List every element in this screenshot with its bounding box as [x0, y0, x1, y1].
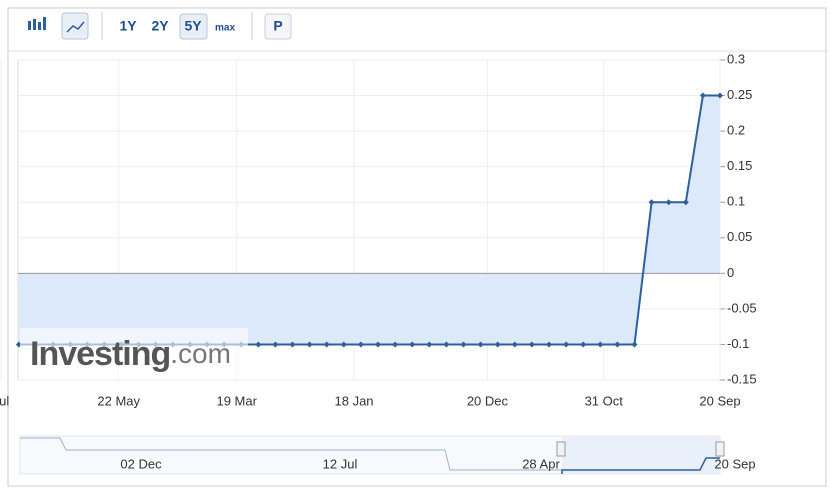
range-button[interactable]: 5Y	[184, 18, 202, 34]
x-tick-label: 22 May	[97, 393, 140, 408]
plot: -0.15 -0.1 -0.05 0 0.05 0.1 0.15 0.2 0.25 0.3 Jul 2…	[0, 51, 757, 408]
point	[323, 341, 330, 348]
navigator-label: 12 Jul	[323, 456, 358, 471]
navigator-line-active	[561, 457, 720, 474]
range-button[interactable]: 2Y	[151, 18, 169, 34]
y-tick-label: 0.05	[727, 229, 752, 244]
navigator-handle[interactable]	[556, 441, 566, 457]
x-tick-label: 20 Dec	[467, 393, 509, 408]
y-tick-label: 0.3	[727, 51, 745, 66]
bar-icon	[43, 17, 46, 30]
point	[477, 341, 484, 348]
bar-icon	[33, 19, 36, 30]
point	[614, 341, 621, 348]
navigator-label: 28 Apr	[522, 456, 560, 471]
point	[392, 341, 399, 348]
point	[426, 341, 433, 348]
point	[340, 341, 347, 348]
line-icon-button[interactable]	[61, 12, 89, 40]
point	[631, 341, 638, 348]
point	[289, 341, 296, 348]
x-tick-label: 19 Mar	[216, 393, 257, 408]
watermark: Investing.com	[30, 335, 231, 373]
point	[580, 341, 587, 348]
watermark-suffix: .com	[170, 338, 231, 369]
active-button-bg	[179, 13, 208, 40]
point	[511, 341, 518, 348]
x-tick-label: 20 Sep	[699, 393, 740, 408]
point	[255, 341, 262, 348]
x-tick-label: Jul	[0, 393, 9, 408]
y-tick-label: 0	[727, 265, 734, 280]
point	[563, 341, 570, 348]
bar-icon[interactable]	[28, 21, 31, 30]
point	[357, 341, 364, 348]
y-tick-label: -0.05	[727, 300, 757, 315]
point	[648, 199, 655, 206]
point	[699, 92, 706, 99]
point	[717, 92, 723, 99]
point	[528, 341, 535, 348]
area	[18, 95, 720, 345]
point	[597, 341, 604, 348]
y-tick-label: 0.25	[727, 87, 752, 102]
point	[443, 341, 450, 348]
navigator-label: 02 Dec	[120, 456, 162, 471]
x-tick-label: 18 Jan	[335, 393, 374, 408]
watermark-bg	[20, 328, 248, 378]
navigator-label: 20 Sep	[714, 456, 755, 471]
y-tick-label: 0.1	[727, 194, 745, 209]
point	[494, 341, 501, 348]
navigator: 02 Dec 12 Jul 28 Apr 20 Sep	[19, 435, 756, 475]
point	[545, 341, 552, 348]
navigator-handle[interactable]	[715, 441, 725, 457]
bar-icon	[38, 22, 41, 30]
point	[460, 341, 467, 348]
range-button[interactable]: max	[215, 23, 235, 34]
y-tick-label: 0.15	[727, 158, 752, 173]
point	[409, 341, 416, 348]
point	[682, 199, 689, 206]
y-tick-label: 0.2	[727, 123, 745, 138]
range-button[interactable]: 1Y	[119, 18, 137, 34]
y-tick-label: -0.15	[727, 371, 757, 386]
point	[665, 199, 672, 206]
navigator-window[interactable]	[562, 436, 720, 474]
point	[374, 341, 381, 348]
frame	[7, 7, 827, 487]
y-tick-label: -0.1	[727, 336, 749, 351]
p-button[interactable]: P	[273, 18, 282, 34]
toolbar: 1Y 2Y 5Y max P	[28, 12, 292, 40]
point	[272, 341, 279, 348]
line-icon	[66, 21, 85, 33]
point	[306, 341, 313, 348]
x-tick-label: 31 Oct	[585, 393, 624, 408]
p-button-bg	[264, 13, 292, 40]
watermark-brand: Investing	[30, 335, 170, 373]
